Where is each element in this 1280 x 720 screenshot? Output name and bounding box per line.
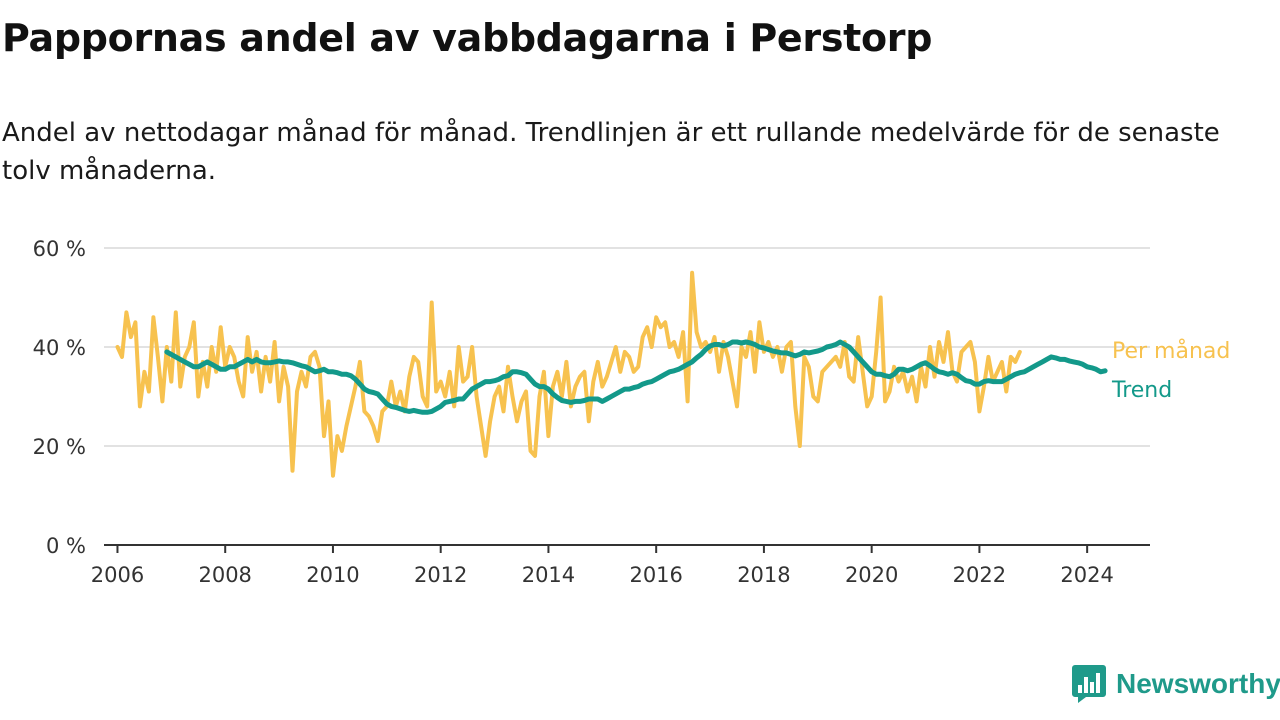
x-tick-label: 2014 xyxy=(522,563,575,587)
gridlines xyxy=(104,247,1150,447)
series-end-labels: Per månad Trend xyxy=(1111,338,1230,403)
x-tick-label: 2012 xyxy=(414,563,467,587)
x-tick-label: 2010 xyxy=(306,563,359,587)
chart-subtitle: Andel av nettodagar månad för månad. Tre… xyxy=(2,118,1220,186)
series-label: Per månad xyxy=(1112,338,1230,364)
series-label: Trend xyxy=(1111,378,1172,403)
y-axis-tick-labels: 0 % 20 % 40 % 60 % xyxy=(33,237,86,558)
x-tick-label: 2020 xyxy=(845,563,898,587)
x-tick-label: 2018 xyxy=(737,563,790,587)
x-axis-ticks: 2006 2008 2010 2012 2014 2016 2018 2020 2022 2024 xyxy=(91,545,1114,587)
series-line xyxy=(115,270,1022,478)
chart-title: Pappornas andel av vabbdagarna i Perstor… xyxy=(2,16,933,60)
x-tick-label: 2024 xyxy=(1060,563,1113,587)
y-tick-label: 0 % xyxy=(46,534,86,558)
series-line xyxy=(164,339,1108,415)
y-tick-label: 60 % xyxy=(33,237,86,261)
y-tick-label: 20 % xyxy=(33,435,86,459)
newsworthy-brand[interactable]: Newsworthy xyxy=(1072,664,1280,704)
series-lines xyxy=(115,270,1108,478)
brand-name: Newsworthy xyxy=(1116,668,1280,699)
y-tick-label: 40 % xyxy=(33,336,86,360)
x-tick-label: 2016 xyxy=(629,563,682,587)
newsworthy-logo-icon xyxy=(1072,665,1106,703)
x-tick-label: 2006 xyxy=(91,563,144,587)
x-tick-label: 2008 xyxy=(198,563,251,587)
x-tick-label: 2022 xyxy=(953,563,1006,587)
